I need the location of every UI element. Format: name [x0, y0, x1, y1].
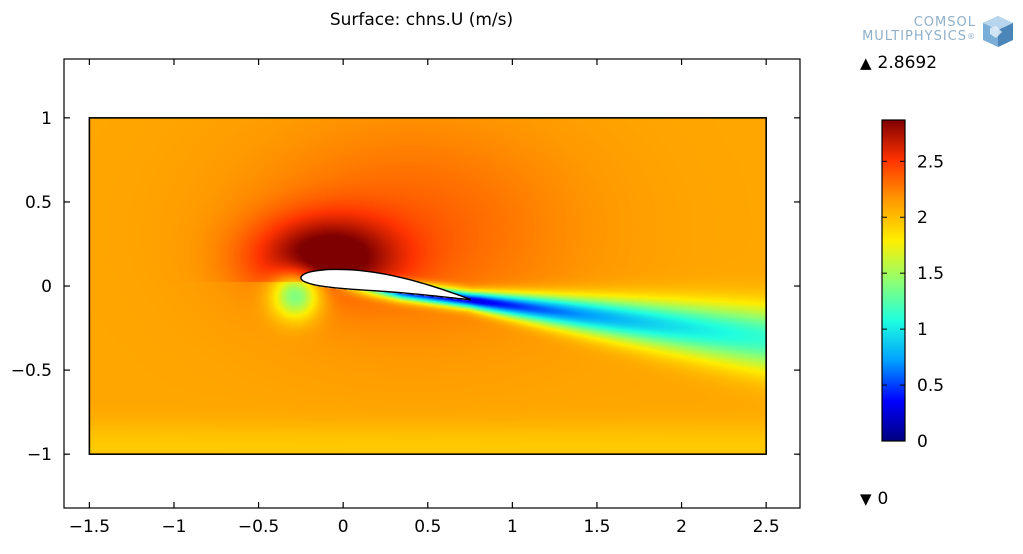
colorbar-tick-label: 1	[917, 320, 928, 340]
colorbar-min-indicator: ▼ 0	[860, 489, 888, 509]
y-axis: 1 0.5 0 −0.5 −1	[11, 109, 800, 465]
triangle-down-icon: ▼	[860, 490, 872, 508]
x-tick-label: 0	[338, 517, 349, 537]
x-tick-label: 1.5	[583, 517, 610, 537]
colorbar-tick-label: 0.5	[917, 376, 944, 396]
logo-cube-icon	[983, 16, 1013, 47]
x-tick-label: 2.5	[753, 517, 780, 537]
colorbar-max-label: 2.8692	[877, 53, 938, 73]
y-tick-label: 0.5	[25, 193, 52, 213]
comsol-logo: COMSOL MULTIPHYSICS®	[842, 14, 1018, 48]
airfoil-shape	[300, 268, 471, 301]
y-tick-label: −0.5	[11, 361, 52, 381]
x-tick-label: −0.5	[238, 517, 279, 537]
plot-title: Surface: chns.U (m/s)	[329, 10, 514, 30]
x-axis: −1.5 −1 −0.5 0 0.5 1 1.5 2 2.5	[69, 59, 780, 537]
colorbar-tick-label: 2	[917, 208, 928, 228]
x-tick-label: 1	[507, 517, 518, 537]
colorbar-tick-label: 0	[917, 432, 928, 452]
domain-boundary	[88, 117, 767, 455]
colorbar-ticks: 0 0.5 1 1.5 2 2.5	[882, 152, 944, 452]
colorbar-tick-label: 1.5	[917, 264, 944, 284]
y-tick-label: 1	[41, 109, 52, 129]
colorbar-tick-label: 2.5	[917, 152, 944, 172]
triangle-up-icon: ▲	[860, 54, 872, 72]
colorbar-min-label: 0	[877, 489, 889, 509]
x-tick-label: −1	[161, 517, 186, 537]
x-tick-label: −1.5	[69, 517, 110, 537]
y-tick-label: −1	[27, 445, 52, 465]
colorbar-max-indicator: ▲ 2.8692	[860, 53, 937, 73]
y-tick-label: 0	[41, 277, 52, 297]
x-tick-label: 2	[676, 517, 687, 537]
x-tick-label: 0.5	[414, 517, 441, 537]
plot-frame	[63, 58, 801, 509]
logo-text-line2: MULTIPHYSICS®	[862, 29, 976, 44]
logo-text-line1: COMSOL	[913, 15, 976, 30]
colorbar	[881, 119, 906, 442]
